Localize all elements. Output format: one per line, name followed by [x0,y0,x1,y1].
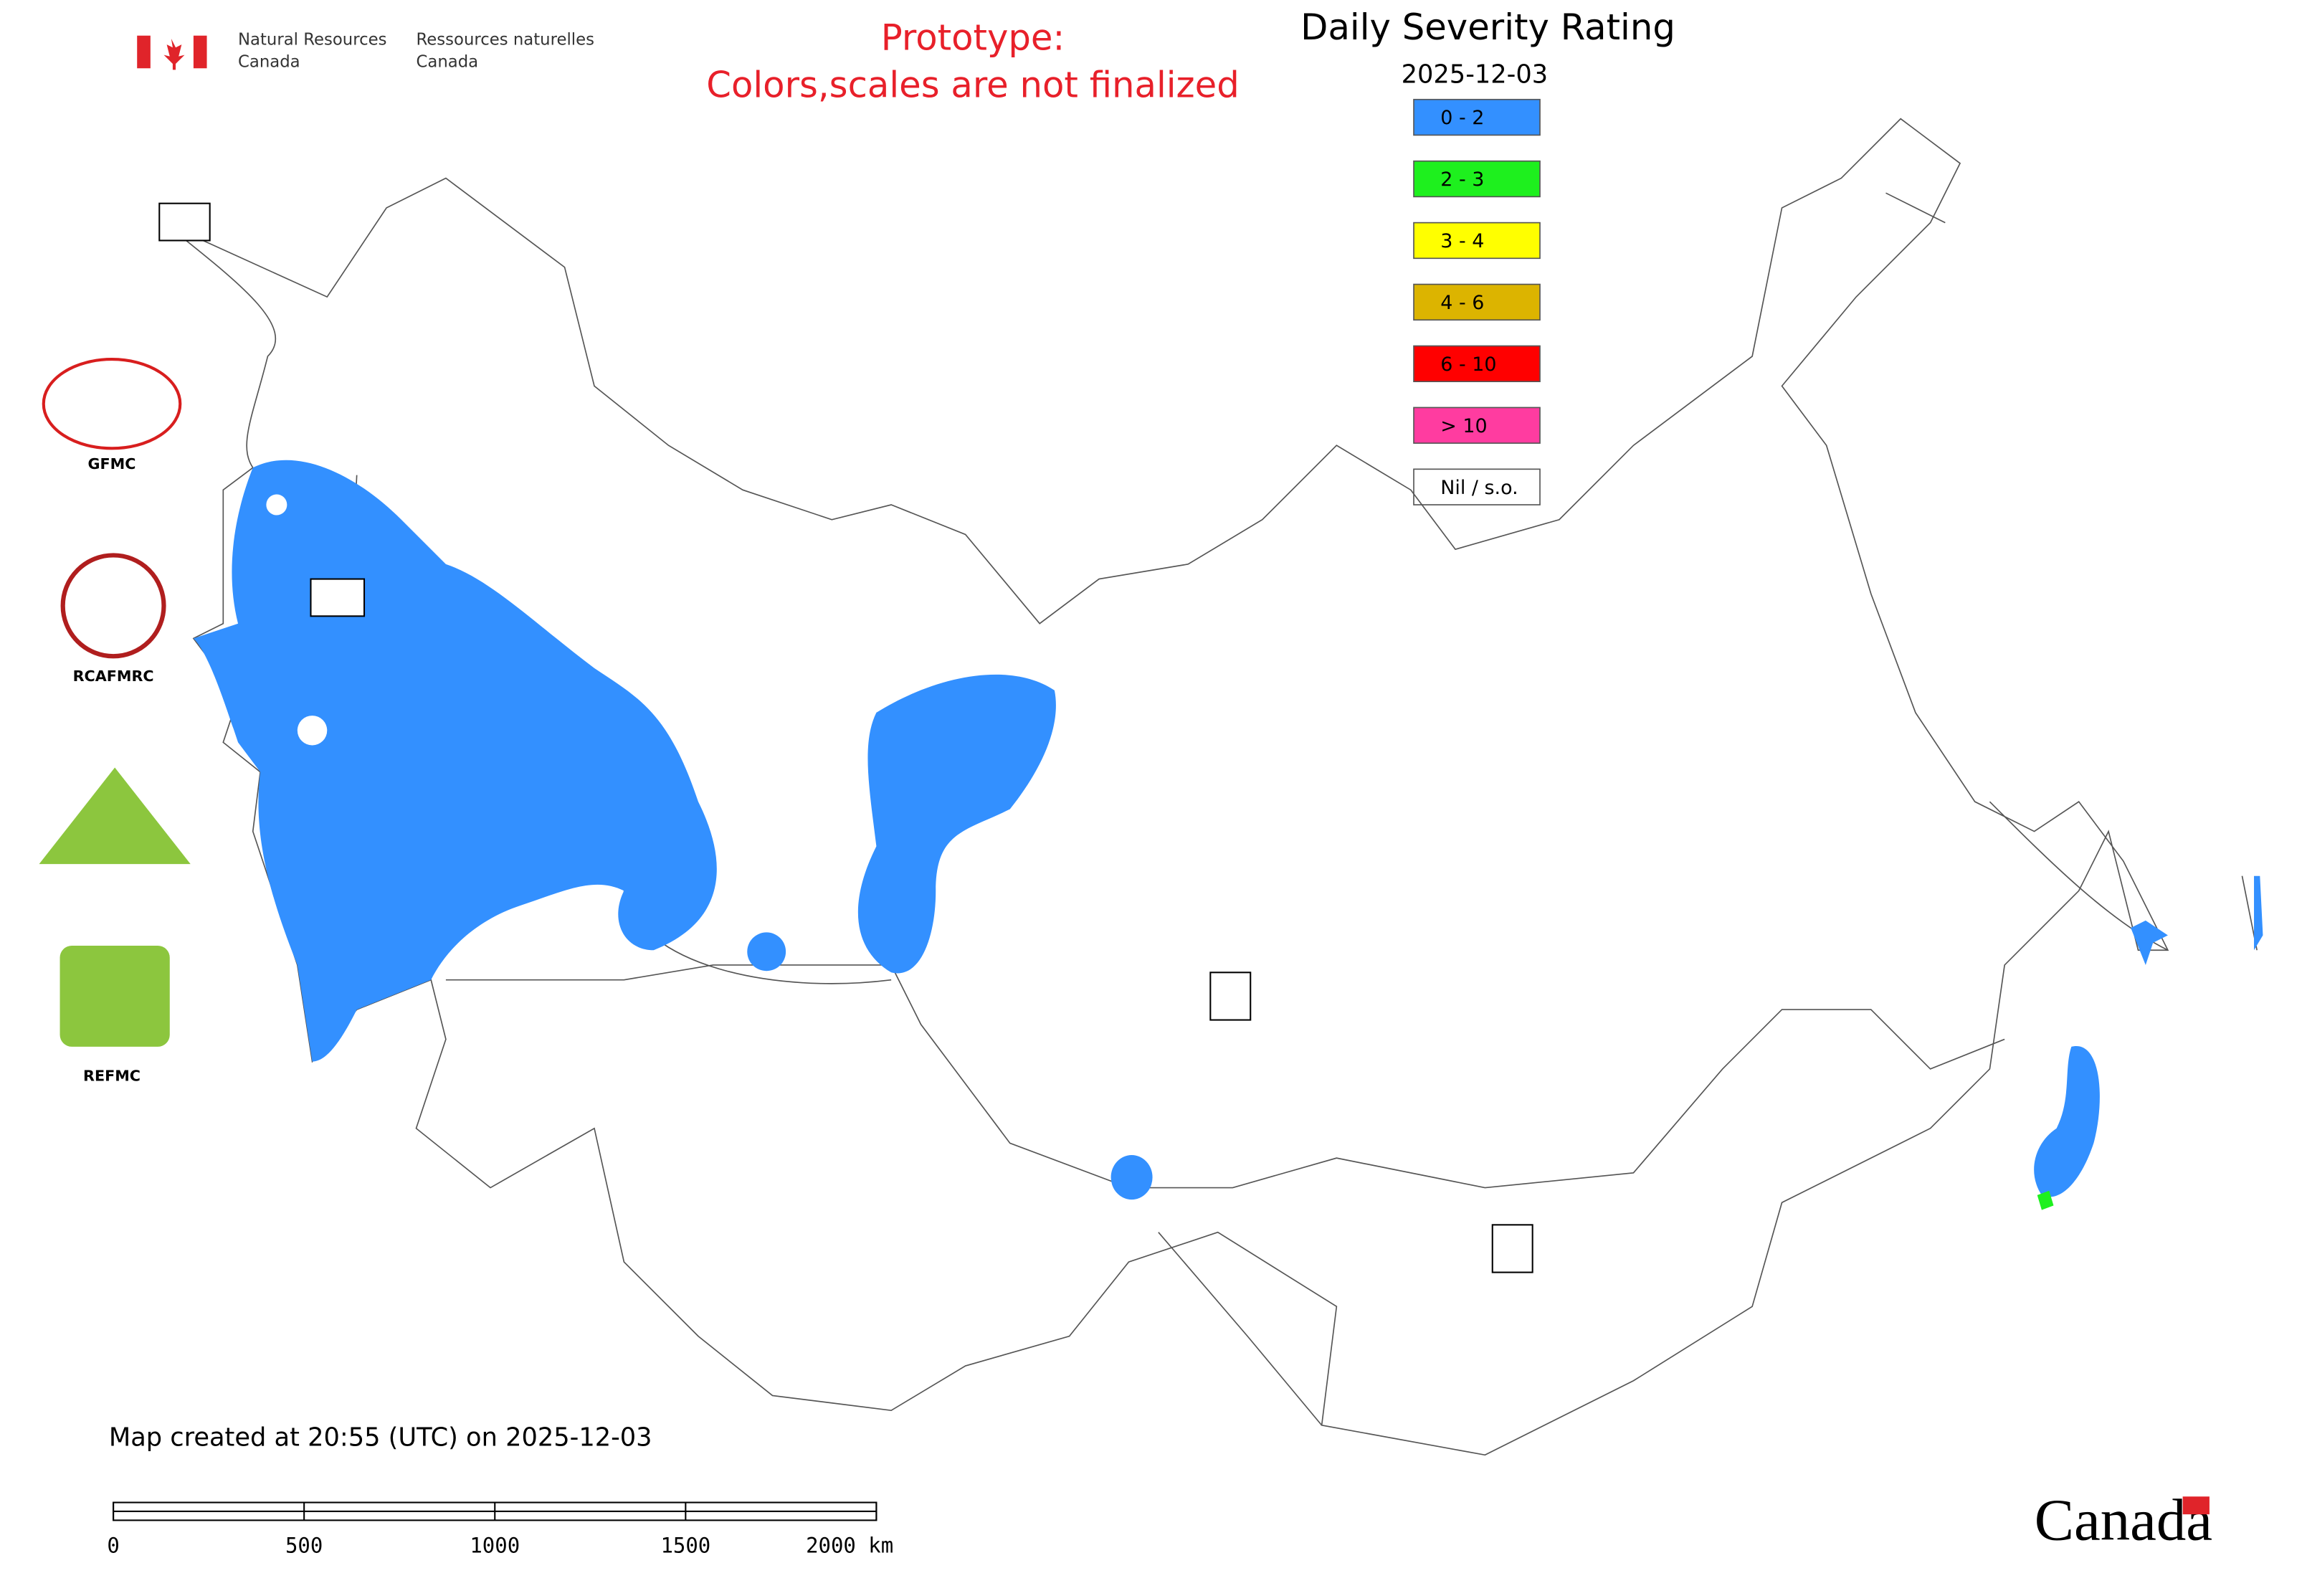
flag-bar [193,35,207,69]
dept-fr: Ressources naturelles [417,30,594,49]
logo-label: GFMC [88,455,136,472]
scale-bar: 0 500 1000 1500 2000 km [107,1501,893,1558]
dept-fr: Canada [417,52,479,71]
rating-area [193,460,717,1062]
legend-swatch [1413,283,1541,321]
created-note: Map created at 20:55 (UTC) on 2025-12-03 [109,1423,652,1453]
scale-label: 500 [285,1534,323,1558]
scale-label: 0 [107,1534,119,1558]
legend-swatch [1413,98,1541,136]
scale-label: 1500 [660,1534,710,1558]
gap [297,716,328,746]
rating-area [1110,1155,1153,1200]
legend-swatch [1413,407,1541,444]
severity-areas [193,460,2263,1210]
maple-leaf [163,38,185,70]
legend: 0 - 2 2 - 3 3 - 4 4 - 6 6 - 10 > 10 Nil / s.o. [1413,98,1541,505]
logo-box [310,578,366,617]
logo-box [158,202,211,242]
legend-label: Nil / s.o. [1440,477,1518,499]
gfmc-logo [42,358,182,450]
rating-area [2131,875,2263,965]
legend-label: 4 - 6 [1440,292,1484,314]
rating-area [2037,1190,2054,1210]
legend-label: 6 - 10 [1440,353,1496,376]
legend-label: 3 - 4 [1440,230,1484,252]
nrcan-signature: Natural Resources Canada Ressources natu… [137,30,594,71]
notice: Prototype: [881,16,1065,58]
legend-swatch [1413,222,1541,260]
rating-area [747,932,786,972]
title: Daily Severity Rating [1300,6,1675,48]
rating-area [857,674,1056,974]
date: 2025-12-03 [1402,60,1549,90]
logo-box [1209,972,1252,1021]
refmc-logo [60,946,170,1047]
logo-box [1491,1224,1533,1273]
scale-label: 1000 [470,1534,520,1558]
logo-label: REFMC [83,1067,141,1084]
legend-swatch [1413,345,1541,382]
legend-label: 0 - 2 [1440,107,1484,129]
gap [266,494,287,516]
legend-label: 2 - 3 [1440,168,1484,191]
legend-swatch [1413,468,1541,505]
wordmark-flag [2182,1496,2210,1515]
legend-swatch [1413,160,1541,198]
rating-area [2034,1045,2100,1197]
logos: GFMC RCAFMRC REFMC [39,202,1533,1273]
legend-label: > 10 [1440,415,1487,437]
dept-en: Canada [238,52,300,71]
rcafmrc-logo [60,553,166,659]
reefmc-logo [39,767,191,865]
scale-label: 2000 km [806,1534,893,1558]
notice: Colors,scales are not finalized [706,65,1239,106]
logo-label: RCAFMRC [73,668,154,685]
flag-bar [137,35,151,69]
dept-en: Natural Resources [238,30,386,49]
